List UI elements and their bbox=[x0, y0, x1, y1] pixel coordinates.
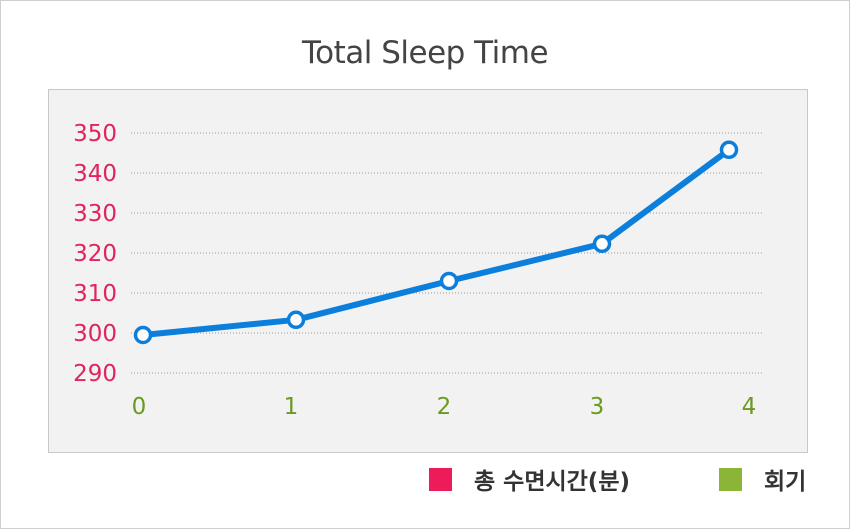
legend-item-series: 총 수면시간(분) bbox=[429, 461, 630, 497]
plot-area bbox=[48, 89, 808, 453]
y-tick-label-320: 320 bbox=[73, 241, 117, 267]
data-point-0 bbox=[133, 325, 153, 345]
x-tick-label-0: 0 bbox=[132, 394, 147, 420]
x-tick-label-2: 2 bbox=[437, 394, 452, 420]
y-tick-label-330: 330 bbox=[73, 201, 117, 227]
x-tick-label-4: 4 bbox=[742, 394, 757, 420]
y-tick-label-340: 340 bbox=[73, 161, 117, 187]
data-point-3 bbox=[592, 234, 612, 254]
data-point-2 bbox=[439, 271, 459, 291]
series-line-0 bbox=[140, 146, 732, 338]
legend-swatch-sleep bbox=[429, 467, 452, 491]
x-tick-label-3: 3 bbox=[590, 394, 605, 420]
x-tick-label-1: 1 bbox=[284, 394, 299, 420]
chart-title: Total Sleep Time bbox=[301, 35, 549, 71]
legend-label-session: 회기 bbox=[764, 469, 807, 495]
y-tick-label-310: 310 bbox=[73, 281, 117, 307]
y-tick-label-300: 300 bbox=[73, 321, 117, 347]
data-point-1 bbox=[286, 310, 306, 330]
data-point-4 bbox=[719, 140, 739, 160]
legend-item-session: 회기 bbox=[719, 461, 806, 497]
legend-swatch-session bbox=[719, 467, 742, 491]
legend-label-sleep: 총 수면시간(분) bbox=[474, 469, 630, 495]
y-tick-label-290: 290 bbox=[73, 361, 117, 387]
y-tick-label-350: 350 bbox=[73, 121, 117, 147]
